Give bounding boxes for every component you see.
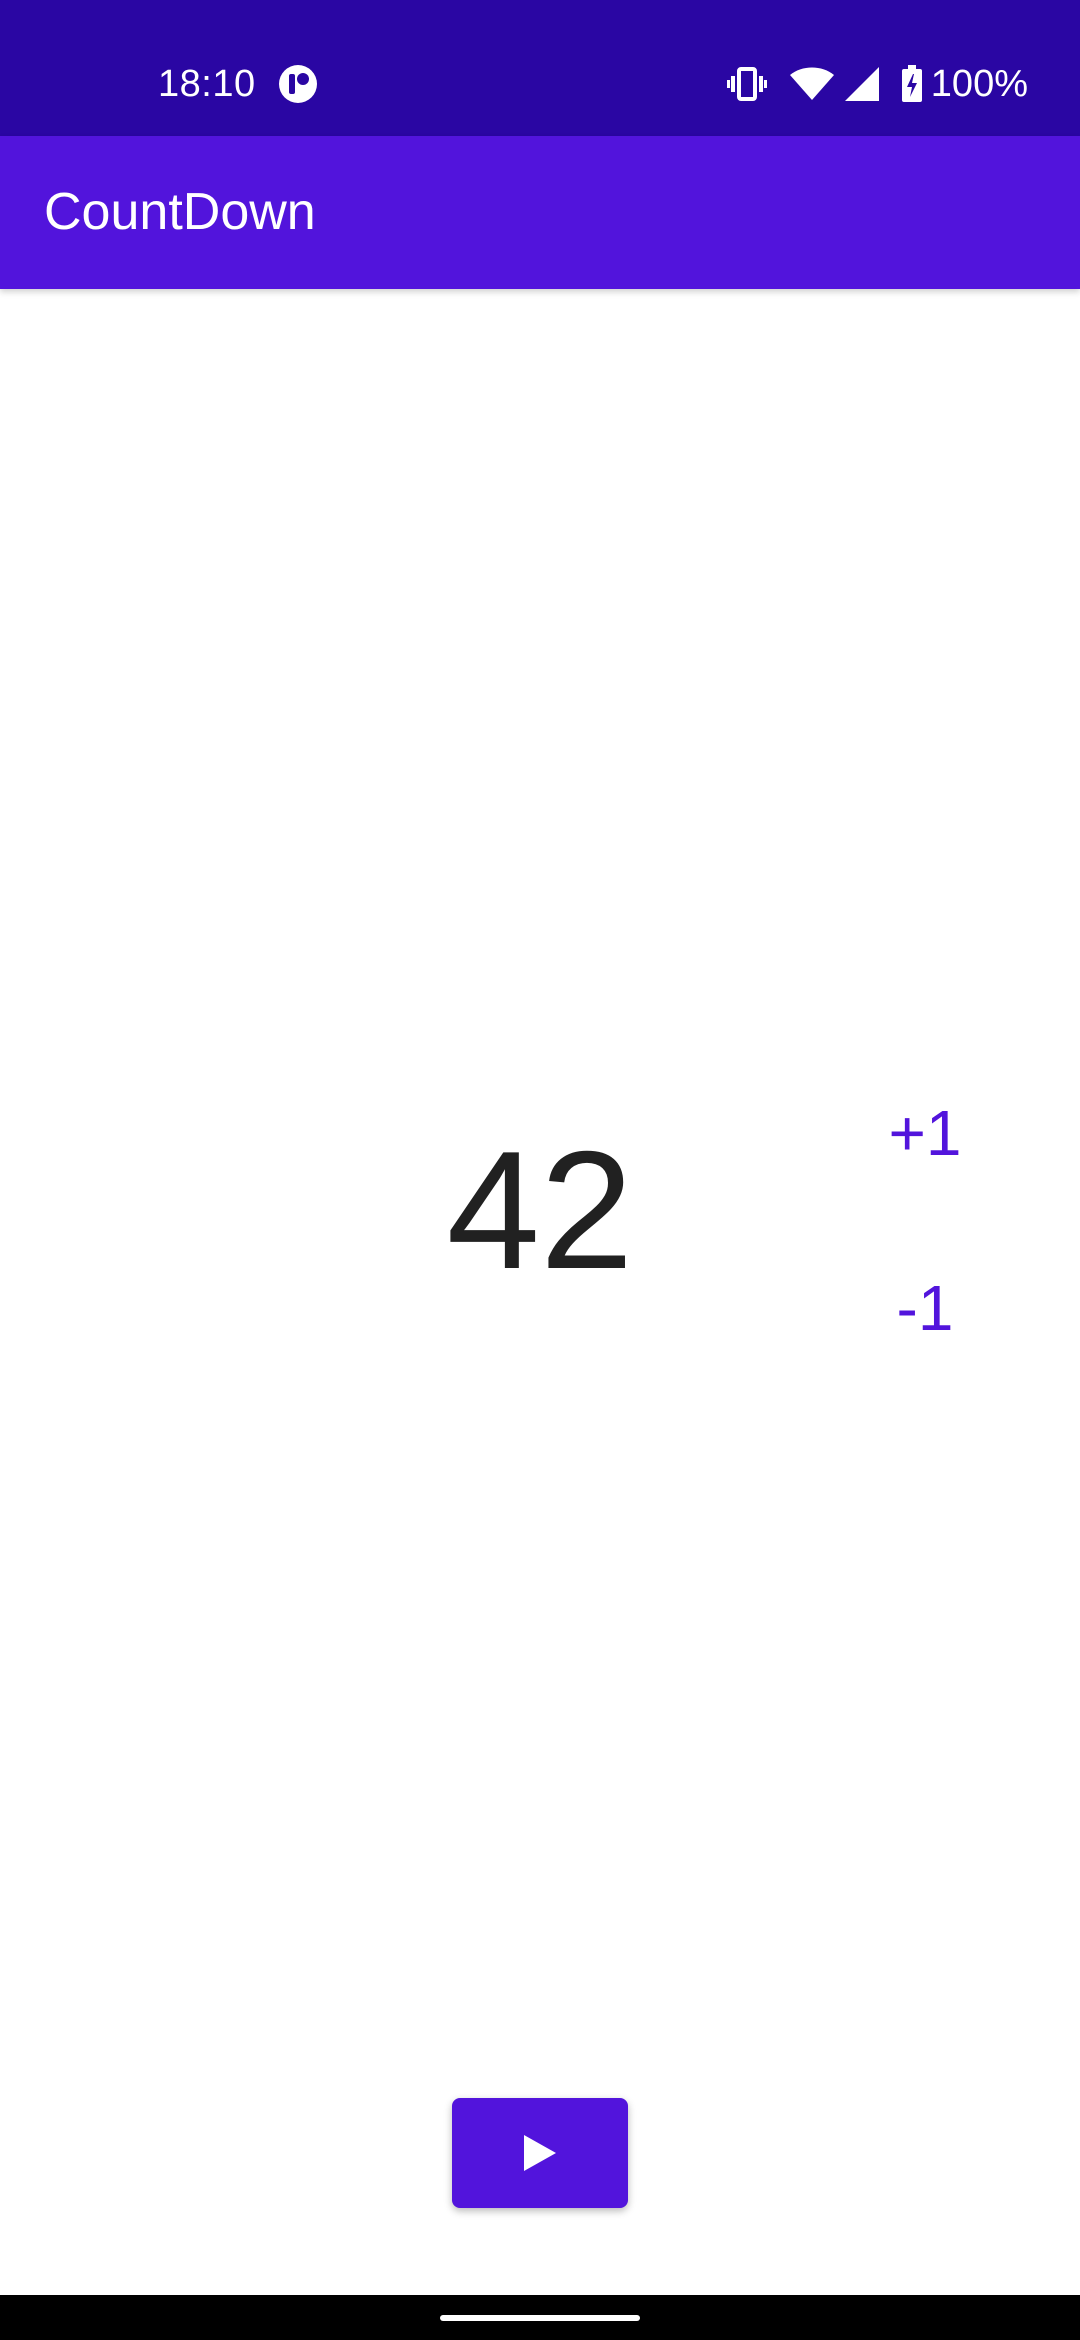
cell-signal-icon [844,67,879,101]
status-bar: 18:10 100% [0,0,1080,136]
play-icon [524,2135,556,2171]
battery-charging-icon [901,65,922,102]
app-bar: CountDown [0,136,1080,289]
notification-app-icon [279,65,317,103]
app-title: CountDown [44,183,316,241]
counter-value: 42 [446,1116,634,1304]
home-gesture-handle[interactable] [440,2315,640,2321]
status-icons: 100% [726,58,1028,110]
navigation-bar [0,2295,1080,2340]
decrement-button[interactable]: -1 [896,1271,954,1344]
battery-level: 100% [930,63,1028,105]
wifi-icon [789,67,834,100]
increment-button[interactable]: +1 [888,1096,962,1169]
vibrate-icon [726,67,767,101]
play-button[interactable] [452,2098,628,2208]
status-time: 18:10 [158,63,256,105]
